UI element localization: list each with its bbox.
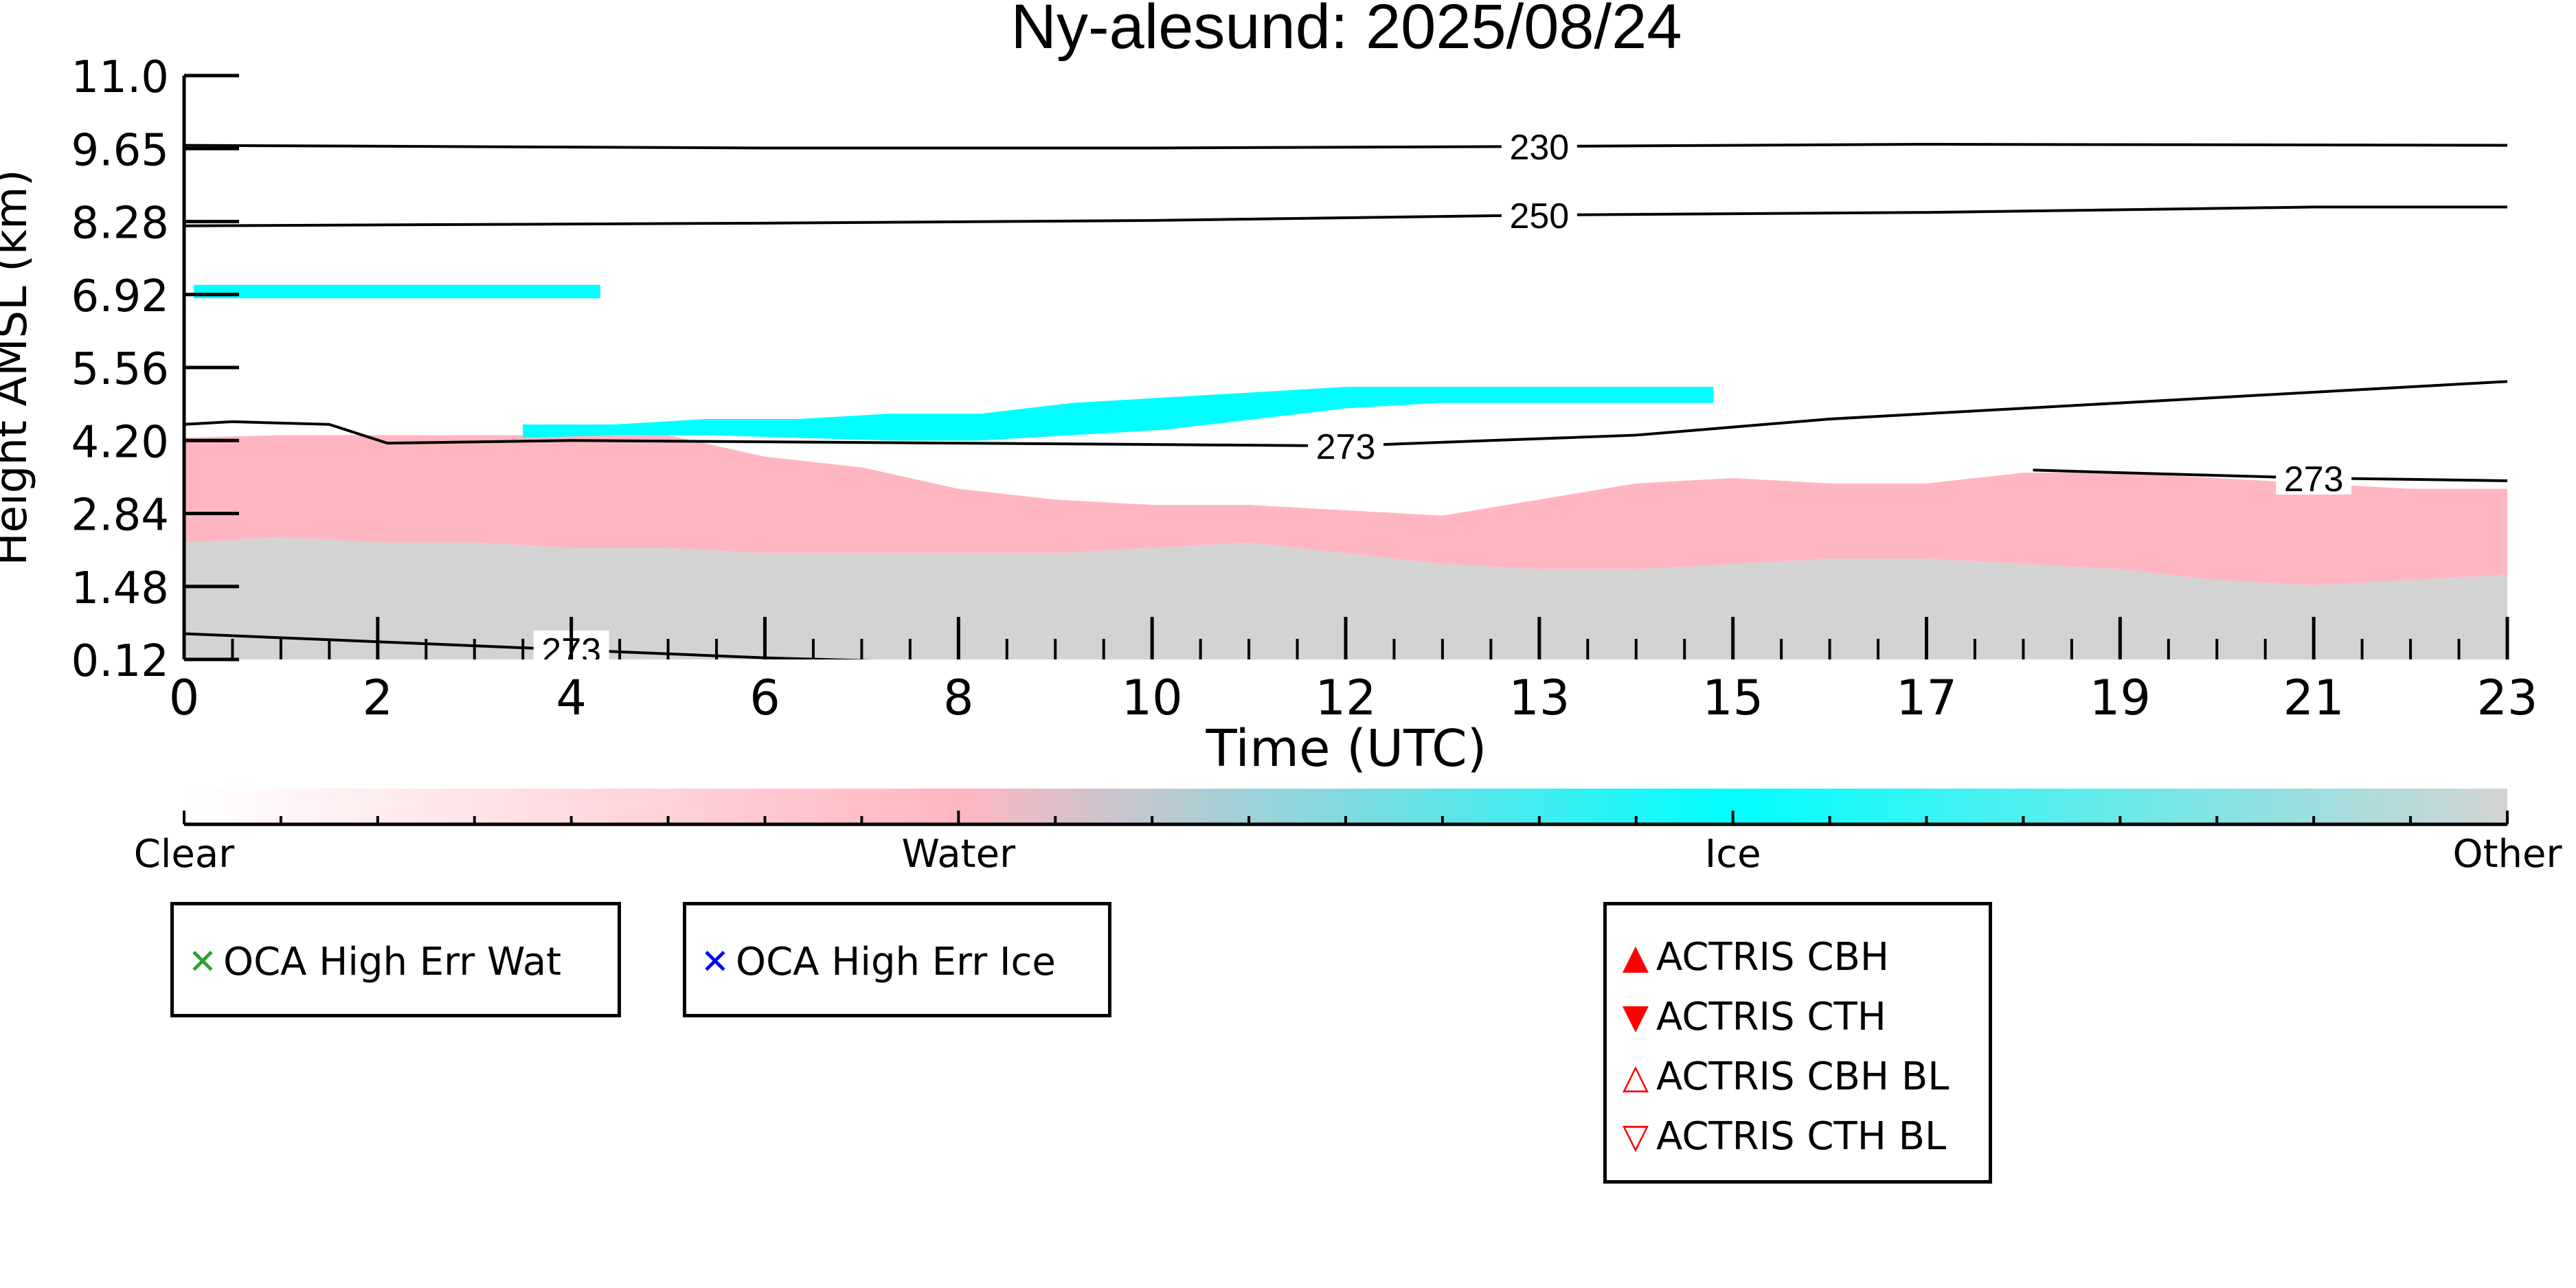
legend-entry: ▽ ACTRIS CTH BL xyxy=(1615,1109,1946,1164)
plot-area xyxy=(184,284,2507,659)
legend-label: ACTRIS CTH BL xyxy=(1656,1114,1947,1159)
legend-entry: ✕ OCA High Err Ice xyxy=(694,934,1056,989)
y-axis-label: Height AMSL (km) xyxy=(0,170,37,566)
isotherm-line-1 xyxy=(184,205,2507,227)
colorbar-label: Other xyxy=(2452,832,2562,877)
y-tick-label: 1.48 xyxy=(71,563,170,614)
isotherm-label-bg xyxy=(1501,196,1577,232)
colorbar-label: Clear xyxy=(134,832,235,877)
isotherm-label-bg xyxy=(1501,127,1577,163)
y-tick-label: 0.12 xyxy=(71,636,170,687)
y-tick-label: 6.92 xyxy=(71,271,170,322)
y-tick-label: 8.28 xyxy=(71,199,170,249)
x-tick-label: 21 xyxy=(2283,670,2345,726)
x-tick-label: 23 xyxy=(2476,670,2538,726)
isotherm-label-bg xyxy=(1308,427,1383,463)
legend-label: OCA High Err Ice xyxy=(736,939,1056,984)
x-tick-label: 4 xyxy=(556,670,587,726)
legend-label: ACTRIS CBH xyxy=(1656,934,1890,980)
legend-label: ACTRIS CBH BL xyxy=(1656,1054,1950,1099)
isotherm-line-3 xyxy=(2033,468,2507,482)
triangle-down-outline-icon: ▽ xyxy=(1622,1116,1649,1156)
legend-actris: ▲ ACTRIS CBH ▼ ACTRIS CTH △ ACTRIS CBH B… xyxy=(1603,902,1992,1184)
y-tick-label: 9.65 xyxy=(71,125,170,176)
x-tick-label: 19 xyxy=(2090,670,2151,726)
legend-entry: ✕ OCA High Err Wat xyxy=(182,934,561,989)
cloud-layer-ice-2 xyxy=(523,387,1714,441)
x-marker-icon: ✕ xyxy=(701,942,730,982)
x-tick-label: 15 xyxy=(1702,670,1763,726)
y-tick-label: 5.56 xyxy=(71,344,170,395)
isotherm-label: 273 xyxy=(1316,427,1376,467)
x-tick-label: 10 xyxy=(1122,670,1183,726)
y-tick-label: 4.20 xyxy=(71,417,170,468)
colorbar: Clear Water Ice Other xyxy=(134,789,2562,877)
isotherm-label-bg xyxy=(2276,458,2352,495)
legend-label: OCA High Err Wat xyxy=(223,939,562,984)
x-axis-label: Time (UTC) xyxy=(1205,719,1487,778)
y-tick-label: 11.0 xyxy=(71,52,170,103)
colorbar-label: Ice xyxy=(1705,832,1761,877)
chart-title: Ny-alesund: 2025/08/24 xyxy=(1011,0,1682,62)
legend-label: ACTRIS CTH xyxy=(1656,994,1886,1039)
isotherm-label: 273 xyxy=(2284,460,2344,499)
isotherm-line-2 xyxy=(184,380,2507,448)
legend-oca-ice: ✕ OCA High Err Ice xyxy=(683,902,1111,1017)
triangle-up-filled-icon: ▲ xyxy=(1622,937,1649,977)
cloud-layer-water-1 xyxy=(184,435,2507,586)
legend-entry: △ ACTRIS CBH BL xyxy=(1615,1049,1950,1104)
legend-entry: ▼ ACTRIS CTH xyxy=(1615,989,1886,1044)
isotherm-label: 230 xyxy=(1509,128,1569,168)
x-tick-label: 6 xyxy=(749,670,780,726)
axes: 0.12 1.48 2.84 4.20 5.56 6.92 8.28 9.65 11.0 0 2 4 6… xyxy=(71,52,2538,726)
x-tick-label: 13 xyxy=(1509,670,1570,726)
x-tick-label: 12 xyxy=(1315,670,1376,726)
cloud-layer-ice-3 xyxy=(194,284,600,299)
colorbar-label: Water xyxy=(902,832,1017,877)
isotherm-line-0 xyxy=(184,142,2507,150)
triangle-up-outline-icon: △ xyxy=(1622,1057,1649,1096)
x-tick-label: 8 xyxy=(943,670,974,726)
legend-entry: ▲ ACTRIS CBH xyxy=(1615,929,1889,984)
x-marker-icon: ✕ xyxy=(188,942,217,982)
legend-oca-water: ✕ OCA High Err Wat xyxy=(170,902,621,1017)
isotherm-label: 250 xyxy=(1509,196,1569,236)
x-tick-label: 0 xyxy=(169,670,200,726)
y-tick-label: 2.84 xyxy=(71,490,170,541)
x-tick-label: 2 xyxy=(363,670,394,726)
triangle-down-filled-icon: ▼ xyxy=(1622,997,1649,1037)
x-tick-label: 17 xyxy=(1896,670,1957,726)
